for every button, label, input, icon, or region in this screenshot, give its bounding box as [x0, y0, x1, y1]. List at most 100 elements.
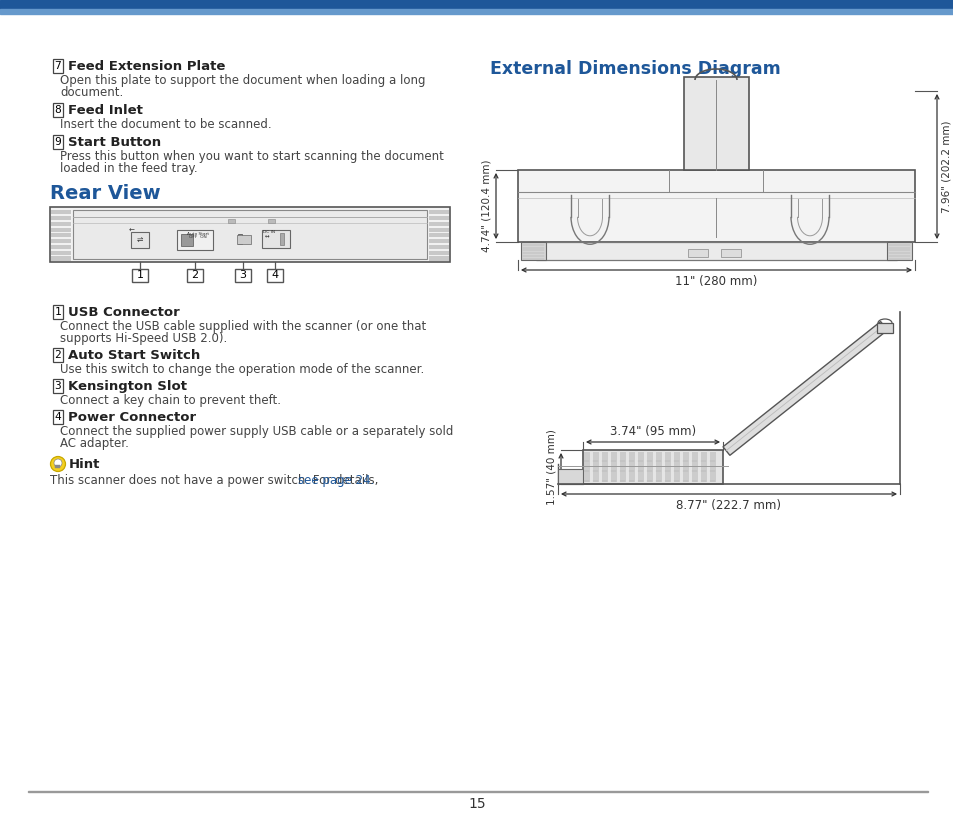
Bar	[429, 216, 449, 220]
Bar	[51, 210, 71, 214]
Text: 8: 8	[54, 105, 61, 115]
Text: 11" (280 mm): 11" (280 mm)	[675, 275, 757, 288]
Bar	[517, 170, 914, 242]
Text: 2: 2	[192, 271, 198, 281]
Bar	[132, 269, 148, 282]
Bar	[683, 77, 748, 170]
Text: 3: 3	[239, 271, 246, 281]
Bar	[268, 218, 274, 223]
Bar	[51, 245, 71, 249]
Bar	[0, 0, 953, 9]
Text: 9: 9	[54, 137, 61, 147]
Text: Auto Start: Auto Start	[187, 232, 209, 236]
Text: 7: 7	[54, 61, 61, 71]
Circle shape	[51, 456, 66, 471]
Text: Start Button: Start Button	[68, 136, 161, 149]
Bar	[610, 452, 617, 482]
Text: ⇌: ⇌	[136, 236, 143, 245]
Text: 1: 1	[54, 307, 61, 317]
Bar	[673, 452, 679, 482]
Text: Open this plate to support the document when loading a long: Open this plate to support the document …	[60, 74, 425, 87]
Text: document.: document.	[60, 86, 123, 99]
Text: Feed Extension Plate: Feed Extension Plate	[68, 60, 225, 73]
Bar	[583, 452, 590, 482]
Bar	[262, 231, 290, 249]
Bar	[28, 791, 927, 792]
Bar	[429, 239, 449, 243]
Text: see page 24.: see page 24.	[297, 474, 374, 487]
Bar	[691, 452, 698, 482]
Polygon shape	[722, 321, 886, 456]
Text: 7.96" (202.2 mm): 7.96" (202.2 mm)	[941, 120, 951, 213]
Text: loaded in the feed tray.: loaded in the feed tray.	[60, 162, 197, 175]
Text: 8.77" (222.7 mm): 8.77" (222.7 mm)	[676, 499, 781, 512]
Bar	[187, 269, 203, 282]
Text: Rear View: Rear View	[50, 184, 160, 203]
Text: AC adapter.: AC adapter.	[60, 437, 129, 450]
Bar	[700, 452, 706, 482]
Bar	[429, 222, 449, 226]
Text: Press this button when you want to start scanning the document: Press this button when you want to start…	[60, 150, 443, 163]
Text: Hint: Hint	[69, 458, 100, 471]
Text: Connect the supplied power supply USB cable or a separately sold: Connect the supplied power supply USB ca…	[60, 425, 453, 438]
Bar	[55, 465, 60, 468]
Bar	[682, 452, 689, 482]
Text: Insert the document to be scanned.: Insert the document to be scanned.	[60, 118, 272, 131]
Bar	[228, 218, 234, 223]
Bar	[236, 236, 251, 245]
Bar	[619, 452, 625, 482]
Bar	[429, 250, 449, 254]
Text: ←: ←	[129, 227, 134, 233]
Bar	[429, 245, 449, 249]
Bar	[51, 233, 71, 237]
Bar	[558, 469, 582, 484]
Bar	[593, 452, 598, 482]
Text: Power Connector: Power Connector	[68, 411, 196, 424]
Bar	[51, 250, 71, 254]
Text: Use this switch to change the operation mode of the scanner.: Use this switch to change the operation …	[60, 363, 424, 376]
Text: 4: 4	[54, 412, 61, 422]
Bar	[429, 233, 449, 237]
Bar	[520, 242, 545, 260]
Bar	[687, 249, 707, 257]
Bar	[638, 452, 643, 482]
Bar	[267, 269, 283, 282]
Bar	[51, 257, 71, 260]
Text: Feed Inlet: Feed Inlet	[68, 104, 143, 117]
Text: DC IN: DC IN	[263, 231, 274, 235]
Bar	[234, 269, 251, 282]
Bar	[886, 242, 911, 260]
Bar	[646, 452, 653, 482]
Text: 3.74" (95 mm): 3.74" (95 mm)	[609, 425, 696, 438]
Bar	[664, 452, 671, 482]
Bar	[536, 242, 896, 260]
Bar	[131, 232, 149, 249]
Bar	[237, 235, 242, 245]
Bar	[429, 227, 449, 231]
Text: 1: 1	[136, 271, 143, 281]
Bar	[73, 210, 427, 259]
Text: 4.74" (120.4 mm): 4.74" (120.4 mm)	[481, 160, 492, 252]
Text: 1.57" (40 mm): 1.57" (40 mm)	[546, 429, 557, 505]
Circle shape	[54, 459, 62, 467]
Bar	[876, 323, 892, 333]
Text: OFF  ON: OFF ON	[189, 235, 207, 239]
Text: Auto Start Switch: Auto Start Switch	[68, 349, 200, 362]
Bar	[656, 452, 661, 482]
Bar	[628, 452, 635, 482]
Text: 3: 3	[54, 381, 61, 391]
Bar	[51, 239, 71, 243]
Bar	[50, 207, 450, 262]
Bar	[720, 249, 740, 257]
Bar	[429, 257, 449, 260]
Text: Connect the USB cable supplied with the scanner (or one that: Connect the USB cable supplied with the …	[60, 320, 426, 333]
Text: External Dimensions Diagram: External Dimensions Diagram	[490, 60, 780, 78]
Text: Kensington Slot: Kensington Slot	[68, 380, 187, 393]
Text: USB Connector: USB Connector	[68, 306, 179, 319]
Text: 4: 4	[272, 271, 278, 281]
Bar	[51, 222, 71, 226]
Bar	[51, 227, 71, 231]
Text: Connect a key chain to prevent theft.: Connect a key chain to prevent theft.	[60, 394, 281, 407]
Text: 15: 15	[468, 797, 485, 811]
Bar	[0, 9, 953, 14]
